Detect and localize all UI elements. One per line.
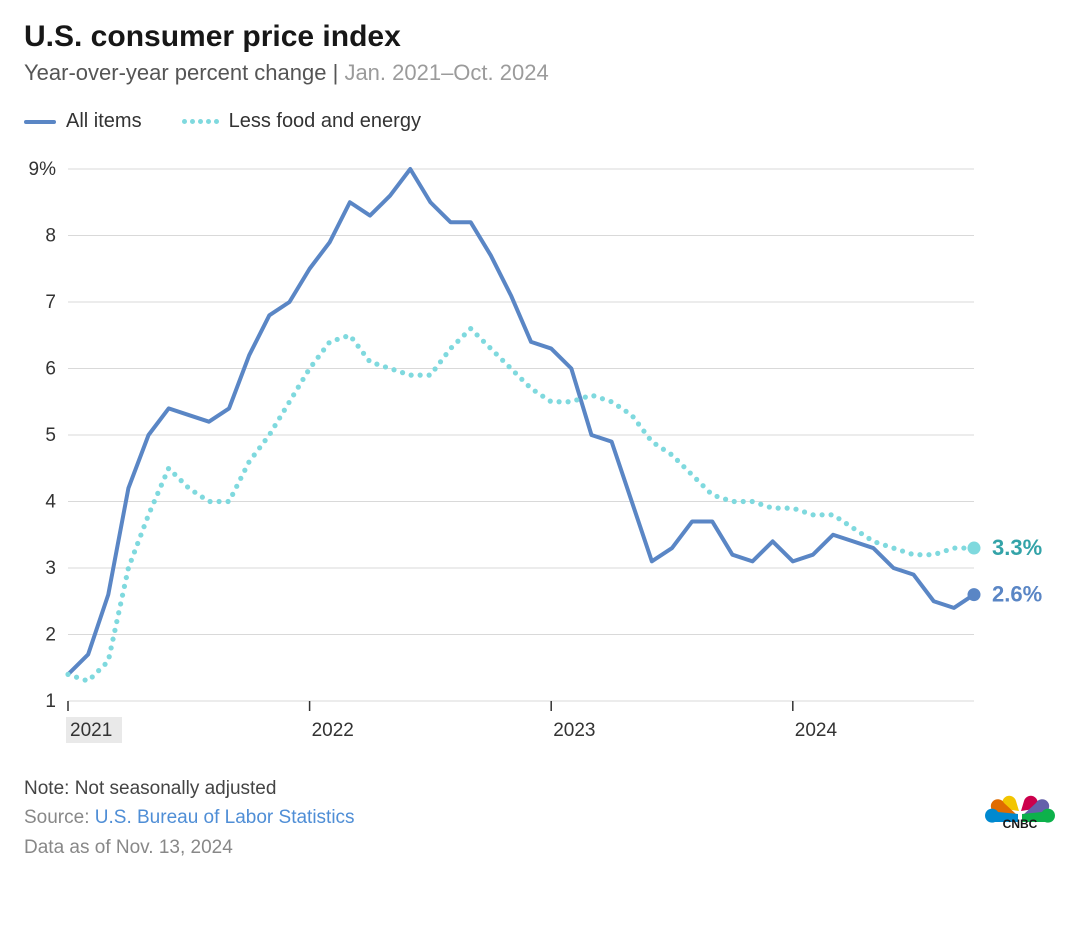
end-label: 3.3% — [992, 535, 1042, 560]
svg-text:9%: 9% — [29, 161, 57, 180]
legend-swatch-dots — [182, 119, 219, 124]
svg-text:2: 2 — [45, 625, 56, 646]
svg-text:4: 4 — [45, 492, 56, 513]
chart-area: 123456789%20212022202320242.6%3.3% CNBC — [24, 161, 1060, 756]
svg-text:3: 3 — [45, 558, 56, 579]
svg-text:2023: 2023 — [553, 720, 595, 741]
legend-item-all-items: All items — [24, 110, 142, 133]
subtitle-main: Year-over-year percent change — [24, 60, 326, 85]
svg-text:6: 6 — [45, 359, 56, 380]
end-marker — [968, 588, 981, 601]
svg-text:7: 7 — [45, 292, 56, 313]
footnote: Note: Not seasonally adjusted — [24, 774, 1060, 803]
data-asof: Data as of Nov. 13, 2024 — [24, 833, 1060, 862]
legend-label-2: Less food and energy — [229, 110, 421, 133]
subtitle-sep: | — [333, 60, 345, 85]
source-link[interactable]: U.S. Bureau of Labor Statistics — [95, 807, 355, 828]
end-marker — [968, 542, 981, 555]
svg-text:5: 5 — [45, 425, 56, 446]
svg-text:2024: 2024 — [795, 720, 838, 741]
legend: All items Less food and energy — [24, 110, 1060, 133]
legend-item-core: Less food and energy — [182, 110, 421, 133]
svg-text:8: 8 — [45, 226, 56, 247]
chart-title: U.S. consumer price index — [24, 20, 1060, 54]
chart-subtitle: Year-over-year percent change | Jan. 202… — [24, 60, 1060, 86]
subtitle-range: Jan. 2021–Oct. 2024 — [344, 60, 548, 85]
series-dots-Less food and energy — [65, 326, 975, 683]
svg-text:2022: 2022 — [312, 720, 354, 741]
legend-swatch-line — [24, 120, 56, 124]
line-chart: 1 2 3 4 5 6 7 8 9% 2021 2022 2023 2024 2.6% 3.3% — [24, 161, 1060, 751]
end-label: 2.6% — [992, 582, 1042, 607]
svg-text:1: 1 — [45, 691, 56, 712]
source-label: Source: — [24, 807, 95, 828]
legend-label-1: All items — [66, 110, 142, 133]
svg-text:2021: 2021 — [70, 720, 112, 741]
series-line-All items — [68, 169, 974, 674]
chart-footer: Note: Not seasonally adjusted Source: U.… — [24, 774, 1060, 862]
